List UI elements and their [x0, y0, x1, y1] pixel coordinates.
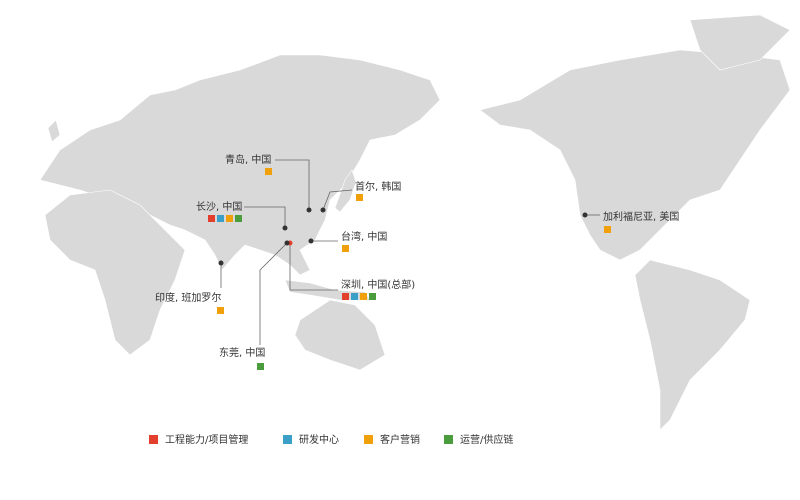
site-dot — [582, 212, 588, 218]
site: 首尔, 韩国 — [320, 180, 401, 213]
function-square — [342, 293, 349, 300]
north-america — [479, 49, 791, 261]
site: 东莞, 中国 — [219, 240, 290, 370]
site: 青岛, 中国 — [225, 153, 312, 213]
japan — [334, 169, 357, 213]
site-dot — [306, 207, 312, 213]
function-square — [360, 293, 367, 300]
function-square — [351, 293, 358, 300]
function-square — [265, 168, 272, 175]
site: 深圳, 中国(总部) — [287, 240, 415, 300]
uk — [47, 119, 61, 143]
site-label: 印度, 班加罗尔 — [155, 291, 221, 304]
function-square — [217, 215, 224, 222]
africa — [44, 189, 186, 356]
site-label: 青岛, 中国 — [225, 153, 271, 166]
south-america — [634, 259, 751, 431]
eurasia — [39, 54, 441, 276]
site: 长沙, 中国 — [196, 200, 288, 231]
site-label: 长沙, 中国 — [196, 200, 242, 213]
leader-line — [244, 206, 286, 228]
legend-label: 研发中心 — [299, 433, 339, 446]
function-square — [369, 293, 376, 300]
function-square — [226, 215, 233, 222]
legend-swatch — [364, 435, 373, 444]
leader-line — [322, 189, 353, 211]
leader-line — [275, 159, 310, 210]
site: 台湾, 中国 — [308, 230, 387, 252]
function-square — [235, 215, 242, 222]
leader-line — [259, 242, 288, 345]
greenland — [689, 14, 791, 71]
site-dot — [308, 238, 314, 244]
site-dot — [284, 240, 290, 246]
site-dot — [320, 207, 326, 213]
legend-label: 工程能力/项目管理 — [165, 433, 248, 446]
function-square — [342, 245, 349, 252]
function-square — [217, 307, 224, 314]
australia — [294, 299, 386, 371]
site-label: 东莞, 中国 — [219, 346, 265, 359]
function-square — [257, 363, 264, 370]
site: 加利福尼亚, 美国 — [582, 210, 679, 233]
leader-line — [289, 243, 338, 291]
continents — [39, 14, 791, 431]
legend-label: 客户营销 — [380, 433, 420, 446]
site-dot — [282, 225, 288, 231]
function-square — [356, 194, 363, 201]
site-label: 加利福尼亚, 美国 — [603, 210, 679, 223]
site-dot — [218, 260, 224, 266]
legend: 工程能力/项目管理 研发中心 客户营销 运营/供应链 — [149, 433, 513, 446]
legend-swatch — [149, 435, 158, 444]
site: 印度, 班加罗尔 — [155, 260, 224, 314]
site-label: 首尔, 韩国 — [355, 180, 401, 193]
site-label: 深圳, 中国(总部) — [341, 278, 415, 291]
function-square — [208, 215, 215, 222]
site-label: 台湾, 中国 — [341, 230, 387, 243]
legend-label: 运营/供应链 — [460, 433, 513, 446]
function-square — [604, 226, 611, 233]
legend-swatch — [283, 435, 292, 444]
legend-swatch — [444, 435, 453, 444]
